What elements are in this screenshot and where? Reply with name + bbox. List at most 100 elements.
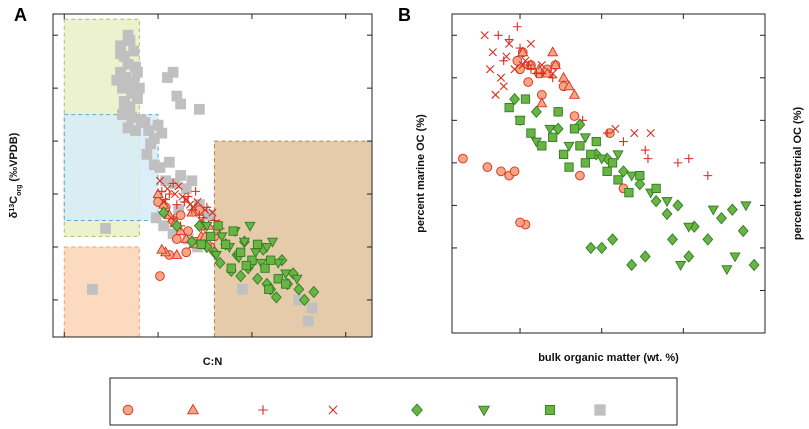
point-b-core-7 <box>624 188 634 198</box>
point-a-bermuda <box>186 175 198 187</box>
point-a-bermuda <box>132 93 143 105</box>
point-a-core-6 <box>244 221 256 232</box>
point-a-core-5 <box>252 272 263 285</box>
y-label-unit: (‰VPDB) <box>8 132 20 184</box>
point-b-core-1 <box>515 217 525 228</box>
point-b-core-3 <box>512 22 522 32</box>
point-b-core-2 <box>563 80 575 91</box>
point-b-core-7 <box>553 107 563 117</box>
point-b-core-5 <box>596 241 608 255</box>
point-a-core-2 <box>156 243 168 254</box>
point-b-core-5 <box>667 233 678 246</box>
point-a-core-4 <box>185 200 195 209</box>
point-b-core-5 <box>661 207 673 221</box>
point-a-bermuda <box>160 175 171 187</box>
point-b-core-7 <box>651 183 661 194</box>
point-b-core-4 <box>502 52 511 61</box>
point-a-core-7 <box>213 221 223 231</box>
point-b-core-5 <box>618 165 629 178</box>
panel-a-points <box>87 29 320 327</box>
point-b-core-4 <box>491 90 500 99</box>
point-b-core-7 <box>569 124 580 134</box>
panel-b-letter: B <box>398 5 411 25</box>
point-a-core-4 <box>208 208 217 217</box>
point-b-core-6 <box>563 141 575 152</box>
point-a-core-4 <box>174 181 183 191</box>
panel-b-right-y-axis-label: percent terrestrial OC (%) <box>792 107 804 241</box>
point-a-core-7 <box>260 263 270 273</box>
panel-b-x-axis-label: bulk organic matter (wt. %) <box>538 352 679 364</box>
point-a-bermuda <box>111 74 123 86</box>
y-label-sub: org <box>16 185 23 196</box>
point-b-core-7 <box>607 158 618 168</box>
panel-b-y-axis-label: percent marine OC (%) <box>415 114 427 233</box>
point-b-core-5 <box>585 241 597 255</box>
panel-a-axes <box>53 14 372 337</box>
point-b-core-7 <box>575 141 585 151</box>
point-b-core-2 <box>536 97 548 108</box>
point-b-core-1 <box>496 166 506 177</box>
point-a-bermuda <box>150 212 162 224</box>
panel-a-regions <box>63 18 373 338</box>
panel-b-points <box>458 22 760 276</box>
point-a-bermuda <box>152 119 164 131</box>
point-a-bermuda <box>154 162 166 173</box>
point-a-bermuda <box>193 103 205 115</box>
point-b-core-1 <box>569 111 580 121</box>
point-b-core-3 <box>504 35 514 44</box>
point-b-core-1 <box>482 162 493 172</box>
point-b-core-2 <box>547 46 559 57</box>
point-b-core-5 <box>509 92 521 106</box>
legend <box>109 377 678 426</box>
legend-marker-core-2 <box>186 403 200 415</box>
point-a-core-4 <box>182 195 191 204</box>
point-b-core-1 <box>575 170 585 181</box>
point-a-core-3 <box>172 200 182 210</box>
region-non-marine-algae <box>63 246 140 338</box>
point-a-core-7 <box>241 260 251 271</box>
point-a-bermuda <box>163 156 175 168</box>
legend-marker-core-5 <box>411 403 423 417</box>
point-a-core-7 <box>196 239 206 249</box>
point-b-core-4 <box>480 31 489 40</box>
point-a-bermuda <box>126 111 138 123</box>
y-label-c: C <box>8 196 20 204</box>
point-b-core-6 <box>675 260 687 271</box>
point-b-core-6 <box>579 133 591 144</box>
panel-a-x-axis-label: C:N <box>203 356 223 368</box>
panel-a-y-axis-label: δ13Corg (‰VPDB) <box>8 132 23 218</box>
legend-marker-bermuda <box>594 404 606 416</box>
point-a-bermuda <box>87 283 98 295</box>
point-b-core-5 <box>530 105 542 119</box>
point-a-core-5 <box>308 285 320 299</box>
point-b-core-6 <box>626 171 638 182</box>
panel-b-axes <box>452 14 766 334</box>
point-b-core-7 <box>586 149 596 159</box>
point-a-bermuda <box>158 220 170 232</box>
point-b-core-3 <box>640 145 650 155</box>
point-b-core-7 <box>558 149 569 159</box>
point-a-core-3 <box>191 186 201 196</box>
region-marine-poc <box>63 114 159 222</box>
point-a-core-5 <box>158 206 170 219</box>
legend-marker-core-1 <box>122 404 134 416</box>
point-b-core-4 <box>548 69 557 78</box>
point-b-core-3 <box>537 69 547 78</box>
point-b-core-6 <box>544 124 556 135</box>
point-a-core-4 <box>159 197 168 207</box>
point-a-core-6 <box>210 250 222 261</box>
point-a-core-4 <box>167 213 176 222</box>
panel-b: B bulk organic matter (wt. %) percent ma… <box>398 5 804 364</box>
point-a-core-4 <box>200 205 210 215</box>
point-b-core-3 <box>619 137 628 146</box>
point-a-core-7 <box>252 239 263 249</box>
point-b-core-5 <box>552 122 564 136</box>
point-b-core-6 <box>596 154 608 165</box>
point-a-core-7 <box>221 239 231 249</box>
point-a-bermuda <box>128 77 140 89</box>
legend-marker-core-7 <box>544 404 556 416</box>
legend-frame <box>109 377 678 426</box>
legend-marker-core-6 <box>477 405 491 417</box>
point-a-core-5 <box>235 269 247 283</box>
